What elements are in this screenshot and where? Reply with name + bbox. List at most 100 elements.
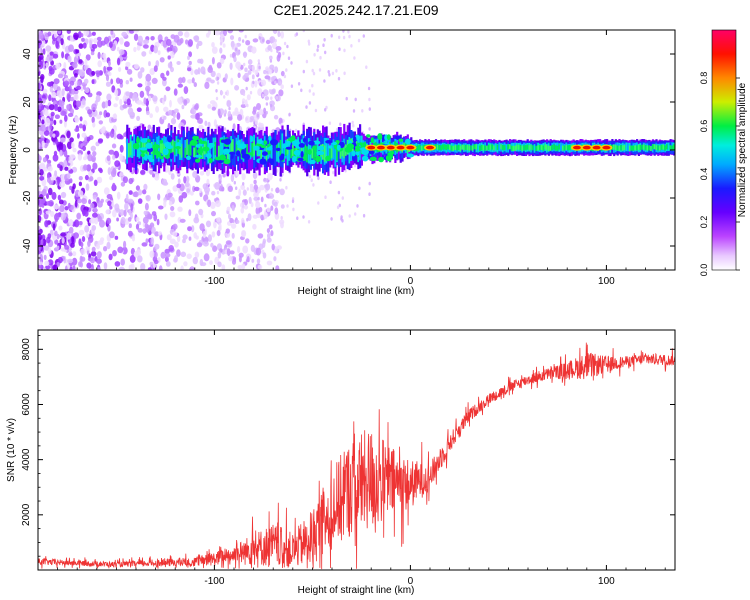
noise-speckle: [100, 198, 105, 203]
noise-speckle: [119, 37, 124, 45]
noise-speckle: [71, 235, 75, 244]
noise-speckle: [48, 94, 52, 102]
noise-speckle: [314, 108, 318, 113]
noise-speckle: [40, 238, 44, 246]
noise-speckle: [245, 40, 251, 46]
signal-band-cell: [456, 145, 459, 151]
noise-speckle: [252, 171, 258, 179]
noise-speckle: [260, 215, 263, 219]
noise-speckle: [191, 225, 195, 233]
noise-speckle: [164, 213, 168, 220]
signal-blob: [398, 138, 404, 142]
noise-speckle: [77, 198, 82, 204]
signal-blob: [249, 135, 254, 143]
noise-speckle: [88, 199, 92, 205]
noise-speckle: [211, 231, 216, 238]
noise-speckle: [119, 135, 124, 140]
noise-speckle: [323, 79, 326, 83]
noise-speckle: [168, 109, 173, 116]
noise-speckle: [142, 189, 147, 195]
noise-speckle: [87, 240, 91, 247]
noise-speckle: [211, 106, 216, 111]
noise-speckle: [103, 66, 107, 74]
signal-band-cell: [565, 144, 568, 150]
signal-blob: [164, 141, 172, 148]
noise-speckle: [211, 190, 216, 196]
signal-blob: [369, 150, 375, 155]
noise-speckle: [124, 41, 130, 48]
signal-band-cell: [561, 145, 565, 151]
x-tick-label: -100: [204, 276, 224, 287]
signal-blob: [169, 152, 174, 160]
noise-speckle: [230, 40, 235, 48]
signal-band-cell: [184, 147, 187, 158]
noise-speckle: [193, 35, 200, 41]
signal-band-cell: [491, 144, 494, 150]
noise-speckle: [57, 177, 60, 186]
signal-band-cell: [161, 143, 164, 154]
signal-band-cell: [442, 144, 445, 150]
noise-speckle: [91, 70, 96, 76]
signal-band-cell: [653, 144, 656, 150]
noise-speckle: [42, 157, 47, 163]
noise-speckle: [183, 176, 187, 184]
noise-speckle: [281, 72, 284, 76]
noise-speckle: [216, 81, 220, 85]
noise-speckle: [67, 165, 71, 171]
noise-speckle: [271, 243, 275, 251]
noise-speckle: [256, 213, 261, 219]
noise-speckle: [270, 96, 273, 100]
noise-speckle: [286, 204, 289, 208]
hot-spot-core: [426, 145, 434, 150]
signal-blob: [152, 144, 160, 150]
signal-band-cell: [648, 145, 651, 151]
signal-band-cell: [438, 145, 441, 151]
signal-blob: [307, 149, 312, 155]
noise-speckle: [270, 48, 273, 53]
signal-blob: [291, 156, 297, 163]
noise-speckle: [330, 33, 333, 38]
noise-speckle: [105, 81, 111, 87]
noise-speckle: [85, 246, 91, 251]
signal-band-cell: [639, 144, 642, 151]
noise-speckle: [246, 103, 249, 108]
noise-speckle: [224, 73, 228, 80]
noise-speckle: [211, 210, 216, 217]
signal-band-cell: [221, 137, 224, 164]
noise-speckle: [212, 245, 218, 252]
noise-speckle: [266, 260, 273, 266]
noise-speckle: [112, 209, 117, 218]
noise-speckle: [125, 80, 129, 85]
signal-band-cell: [417, 145, 420, 151]
noise-speckle: [274, 39, 277, 43]
noise-speckle: [143, 183, 148, 191]
noise-speckle: [40, 76, 44, 83]
signal-blob: [175, 146, 181, 150]
noise-speckle: [60, 110, 67, 116]
signal-blob: [293, 149, 301, 156]
noise-speckle: [247, 59, 253, 65]
noise-speckle: [127, 198, 134, 203]
noise-speckle: [120, 258, 125, 266]
noise-speckle: [128, 223, 132, 229]
noise-speckle: [317, 201, 320, 205]
noise-speckle: [254, 80, 258, 88]
noise-speckle: [332, 170, 335, 175]
signal-blob: [244, 153, 250, 161]
signal-band-cell: [662, 144, 665, 150]
noise-speckle: [312, 183, 315, 187]
signal-band-cell: [362, 142, 365, 152]
noise-speckle: [241, 263, 246, 270]
signal-blob: [351, 150, 356, 157]
noise-speckle: [194, 213, 199, 221]
noise-speckle: [98, 120, 104, 125]
spectrogram-ylabel: Frequency (Hz): [8, 116, 19, 185]
signal-blob: [191, 157, 196, 163]
noise-speckle: [169, 211, 176, 218]
signal-blob: [302, 137, 307, 143]
noise-speckle: [92, 151, 97, 157]
noise-speckle: [108, 253, 113, 261]
noise-speckle: [139, 90, 145, 98]
signal-band-cell: [443, 144, 446, 150]
noise-speckle: [48, 68, 55, 75]
